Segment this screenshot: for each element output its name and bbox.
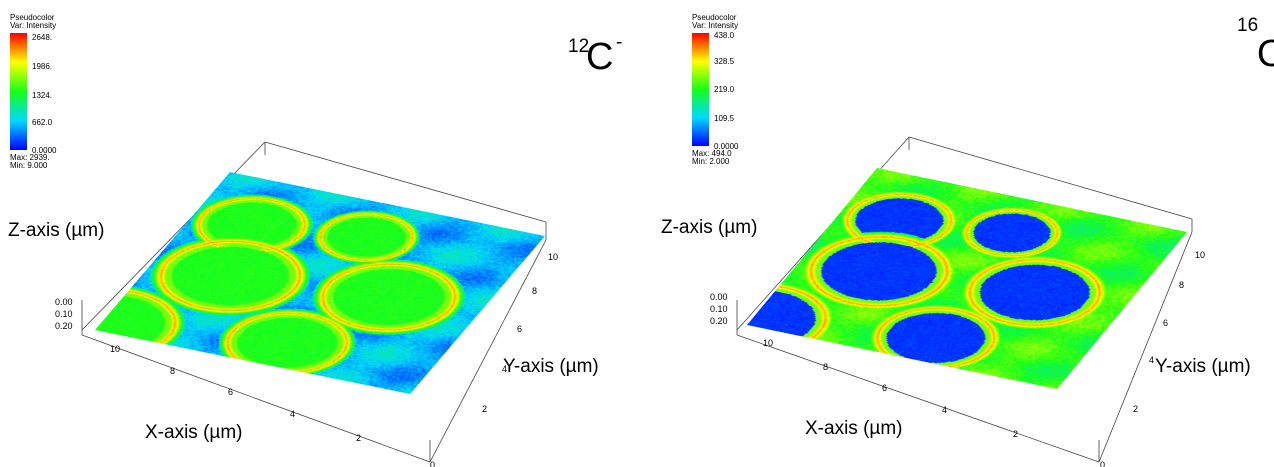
y-ticks: 0 2 4 6 8 10 xyxy=(1100,250,1205,467)
z-tick: 0.20 xyxy=(55,321,73,331)
z-tick: 0.20 xyxy=(710,316,728,326)
box-edge xyxy=(264,141,547,223)
colorbar-tick: 438.0 xyxy=(714,31,735,40)
y-tick: 4 xyxy=(1149,355,1154,365)
colorbar xyxy=(10,33,27,150)
y-tick: 10 xyxy=(1195,250,1205,260)
x-tick: 4 xyxy=(942,405,947,415)
x-tick: 10 xyxy=(110,344,120,354)
y-axis-title: Y-axis (µm) xyxy=(503,356,599,377)
chart-panel-oxygen: Pseudocolor Var: Intensity 438.0 328.5 2… xyxy=(637,0,1274,467)
z-tick: 0.10 xyxy=(710,304,728,314)
y-tick: 8 xyxy=(532,286,537,296)
x-tick: 2 xyxy=(1013,429,1018,439)
box-edge xyxy=(429,239,547,463)
colorbar-tick: 1986. xyxy=(32,62,52,71)
x-tick: 6 xyxy=(228,387,233,397)
y-ticks: 0 2 4 6 8 10 xyxy=(430,252,558,467)
legend-title: Pseudocolor xyxy=(692,13,737,22)
colorbar-ticks: 2648. 1986. 1324. 662.0 0.0000 xyxy=(32,33,57,155)
colorbar-ticks: 438.0 328.5 219.0 109.5 0.0000 xyxy=(714,31,739,151)
surface-heatmap xyxy=(747,168,1187,389)
colorbar-tick: 219.0 xyxy=(714,85,735,94)
colorbar-tick: 0.0000 xyxy=(714,142,739,151)
x-tick: 2 xyxy=(356,433,361,443)
x-tick: 10 xyxy=(763,338,773,348)
x-axis-title: X-axis (µm) xyxy=(805,418,903,439)
box-edge xyxy=(1098,231,1193,463)
surface-heatmap xyxy=(95,172,545,394)
y-tick: 6 xyxy=(517,324,522,334)
colorbar-tick: 109.5 xyxy=(714,114,735,123)
y-tick: 10 xyxy=(548,252,558,262)
x-tick: 6 xyxy=(882,383,887,393)
legend: Pseudocolor Var: Intensity 2648. 1986. 1… xyxy=(10,13,57,170)
z-tick: 0.00 xyxy=(55,297,73,307)
legend-subtitle: Var: Intensity xyxy=(692,21,738,30)
x-tick: 8 xyxy=(823,362,828,372)
colorbar-tick: 662.0 xyxy=(32,118,53,127)
isotope-mass: 12 xyxy=(568,36,589,57)
isotope-charge: - xyxy=(616,32,622,53)
x-tick: 4 xyxy=(290,409,295,419)
bounding-box-front xyxy=(81,239,547,463)
legend-title: Pseudocolor xyxy=(10,13,55,22)
z-tick: 0.10 xyxy=(55,309,73,319)
legend-max: Max: 494.0 xyxy=(692,149,732,158)
box-edge xyxy=(736,334,1100,463)
colorbar-tick: 0.0000 xyxy=(32,146,57,155)
surface-plot xyxy=(95,172,545,394)
y-tick: 4 xyxy=(502,364,507,374)
z-tick: 0.00 xyxy=(710,292,728,302)
x-ticks: 10 8 6 4 2 xyxy=(110,344,361,443)
isotope-element: O xyxy=(1257,33,1274,75)
colorbar xyxy=(692,33,709,146)
x-tick: 8 xyxy=(170,366,175,376)
z-axis-title: Z-axis (µm) xyxy=(661,217,757,238)
isotope-element: C xyxy=(586,36,613,78)
legend-min: Min: 9.000 xyxy=(10,161,48,170)
colorbar-tick: 2648. xyxy=(32,33,52,42)
colorbar-tick: 1324. xyxy=(32,91,52,100)
x-axis-title: X-axis (µm) xyxy=(145,422,243,443)
x-ticks: 10 8 6 4 2 xyxy=(763,338,1018,439)
box-edge xyxy=(81,334,431,463)
y-tick: 6 xyxy=(1163,318,1168,328)
legend: Pseudocolor Var: Intensity 438.0 328.5 2… xyxy=(692,13,739,166)
y-axis-title: Y-axis (µm) xyxy=(1155,356,1251,377)
isotope-mass: 16 xyxy=(1237,15,1258,36)
bounding-box-front xyxy=(736,231,1193,463)
z-ticks: 0.00 0.10 0.20 xyxy=(55,297,73,331)
z-ticks: 0.00 0.10 0.20 xyxy=(710,292,728,326)
y-tick: 2 xyxy=(1133,404,1138,414)
isotope-label: 12 C - xyxy=(568,32,622,78)
legend-subtitle: Var: Intensity xyxy=(10,21,56,30)
y-tick: 2 xyxy=(482,404,487,414)
colorbar-tick: 328.5 xyxy=(714,57,735,66)
chart-svg-oxygen: Pseudocolor Var: Intensity 438.0 328.5 2… xyxy=(661,13,1274,467)
y-tick: 8 xyxy=(1179,280,1184,290)
chart-svg-carbon: Pseudocolor Var: Intensity 2648. 1986. 1… xyxy=(8,13,622,467)
y-tick: 0 xyxy=(1100,460,1105,467)
isotope-label: 16 O xyxy=(1237,15,1274,75)
chart-panel-carbon: Pseudocolor Var: Intensity 2648. 1986. 1… xyxy=(8,13,622,467)
legend-max: Max: 2939. xyxy=(10,153,50,162)
legend-min: Min: 2.000 xyxy=(692,157,730,166)
z-axis-title: Z-axis (µm) xyxy=(8,220,104,241)
y-tick: 0 xyxy=(430,460,435,467)
box-edge xyxy=(908,136,1193,220)
surface-plot xyxy=(747,168,1187,389)
